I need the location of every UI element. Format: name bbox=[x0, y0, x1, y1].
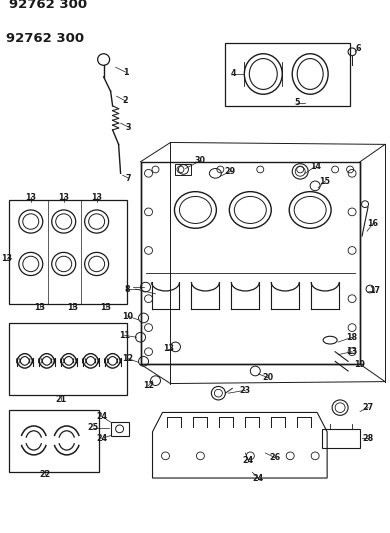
Text: 10: 10 bbox=[122, 311, 133, 320]
Bar bbox=[140, 161, 360, 364]
Text: 3: 3 bbox=[126, 123, 131, 132]
Text: 26: 26 bbox=[270, 453, 281, 462]
Text: 8: 8 bbox=[125, 285, 130, 294]
Text: 30: 30 bbox=[195, 156, 206, 165]
Text: 19: 19 bbox=[355, 360, 365, 369]
Text: 25: 25 bbox=[87, 423, 98, 432]
Text: 13: 13 bbox=[163, 344, 174, 353]
Bar bbox=[9, 200, 127, 304]
Text: 13: 13 bbox=[1, 254, 12, 263]
Text: 22: 22 bbox=[39, 470, 50, 479]
Text: 13: 13 bbox=[100, 303, 111, 312]
Text: 13: 13 bbox=[34, 303, 45, 312]
Text: 29: 29 bbox=[225, 167, 236, 176]
Text: 92762 300: 92762 300 bbox=[6, 31, 84, 45]
Text: 13: 13 bbox=[91, 193, 102, 202]
Text: 18: 18 bbox=[347, 333, 358, 342]
Text: 16: 16 bbox=[367, 219, 379, 228]
Bar bbox=[111, 422, 129, 435]
Text: 5: 5 bbox=[294, 99, 300, 108]
Text: 4: 4 bbox=[230, 69, 236, 78]
Text: 12: 12 bbox=[143, 381, 154, 390]
Text: 24: 24 bbox=[253, 473, 264, 482]
Text: 24: 24 bbox=[96, 434, 107, 443]
Text: 17: 17 bbox=[370, 286, 381, 295]
Bar bbox=[9, 409, 99, 472]
Text: 28: 28 bbox=[362, 434, 374, 443]
Text: 11: 11 bbox=[119, 331, 130, 340]
Text: 14: 14 bbox=[310, 162, 321, 171]
Text: 20: 20 bbox=[263, 373, 274, 382]
Text: 2: 2 bbox=[123, 96, 128, 106]
Text: 7: 7 bbox=[126, 174, 131, 183]
Text: 1: 1 bbox=[123, 68, 128, 77]
Text: 13: 13 bbox=[25, 193, 36, 202]
Text: 23: 23 bbox=[240, 386, 251, 395]
Text: 13: 13 bbox=[58, 193, 69, 202]
Text: 21: 21 bbox=[55, 395, 66, 405]
Text: 24: 24 bbox=[96, 412, 107, 421]
Text: 24: 24 bbox=[243, 456, 254, 465]
Bar bbox=[176, 164, 191, 175]
Text: 12: 12 bbox=[122, 354, 133, 363]
Text: 27: 27 bbox=[362, 403, 374, 412]
Text: 6: 6 bbox=[355, 44, 361, 53]
Text: 13: 13 bbox=[347, 347, 358, 356]
Text: 92762 300: 92762 300 bbox=[9, 0, 87, 11]
Text: 15: 15 bbox=[320, 176, 331, 185]
Bar bbox=[9, 323, 127, 395]
Text: 13: 13 bbox=[67, 303, 78, 312]
Bar bbox=[225, 43, 350, 106]
